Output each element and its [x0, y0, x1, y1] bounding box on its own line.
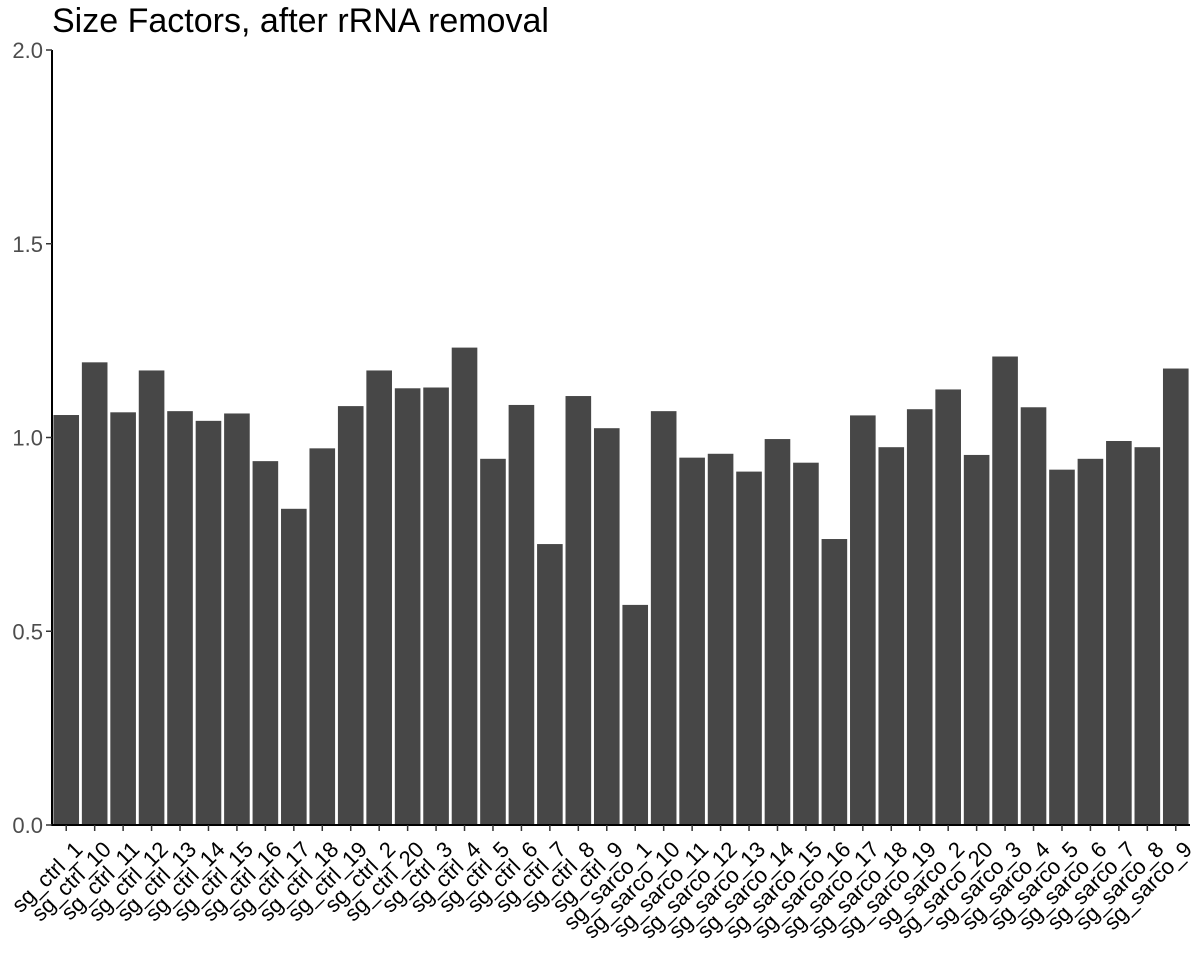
bar-sg_ctrl_1	[53, 415, 80, 825]
y-tick-label: 1.0	[12, 426, 43, 451]
bar-sg_sarco_16	[821, 539, 848, 825]
bar-sg_sarco_3	[992, 356, 1018, 825]
bar-sg_ctrl_14	[195, 420, 222, 825]
bar-sg_sarco_8	[1134, 447, 1161, 825]
bar-sg_ctrl_2	[366, 370, 392, 825]
bar-sg_ctrl_19	[337, 406, 364, 825]
y-tick-label: 0.0	[12, 813, 43, 838]
bar-sg_ctrl_17	[281, 508, 307, 825]
bar-sg_ctrl_13	[167, 411, 193, 825]
bar-sg_ctrl_6	[508, 404, 535, 825]
bar-sg_sarco_19	[906, 409, 933, 825]
bar-sg_ctrl_10	[81, 362, 108, 825]
bar-sg_ctrl_7	[537, 544, 563, 825]
bar-sg_ctrl_16	[252, 461, 279, 825]
bar-sg_ctrl_12	[138, 370, 165, 825]
bar-sg_sarco_2	[935, 389, 961, 825]
bar-sg_ctrl_20	[394, 388, 421, 825]
y-tick-label: 2.0	[12, 38, 43, 63]
axes-layer	[51, 50, 1190, 826]
x-ticks: sg_ctrl_1sg_ctrl_10sg_ctrl_11sg_ctrl_12s…	[7, 825, 1197, 943]
bar-sg_sarco_1	[622, 604, 649, 825]
y-ticks: 0.0 0.5 1.0 1.5 2.0	[12, 38, 52, 838]
bar-sg_ctrl_15	[224, 413, 250, 825]
bar-sg_sarco_7	[1106, 440, 1132, 825]
chart-title: Size Factors, after rRNA removal	[52, 2, 549, 40]
bar-sg_sarco_20	[963, 454, 990, 825]
bar-sg_ctrl_4	[451, 347, 478, 825]
bar-sg_sarco_11	[679, 457, 705, 825]
bars-layer	[53, 347, 1189, 825]
bar-sg_ctrl_8	[565, 396, 592, 825]
bar-sg_sarco_14	[764, 439, 791, 825]
y-tick-label: 0.5	[12, 619, 43, 644]
bar-sg_sarco_13	[736, 471, 762, 825]
bar-sg_sarco_5	[1049, 469, 1075, 825]
bar-sg_sarco_9	[1162, 368, 1189, 825]
bar-sg_sarco_18	[878, 447, 905, 825]
bar-sg_sarco_6	[1077, 458, 1104, 825]
y-tick-label: 1.5	[12, 232, 43, 257]
bar-sg_ctrl_3	[423, 387, 449, 825]
bar-sg_sarco_15	[793, 462, 819, 825]
bar-sg_ctrl_11	[110, 412, 136, 825]
bar-sg_sarco_17	[850, 415, 876, 825]
bar-sg_sarco_12	[707, 453, 734, 825]
bar-sg_ctrl_9	[593, 428, 620, 825]
bar-sg_ctrl_5	[480, 458, 506, 825]
bar-sg_sarco_4	[1020, 407, 1047, 825]
bar-sg_ctrl_18	[309, 448, 336, 825]
bar-sg_sarco_10	[650, 411, 677, 825]
